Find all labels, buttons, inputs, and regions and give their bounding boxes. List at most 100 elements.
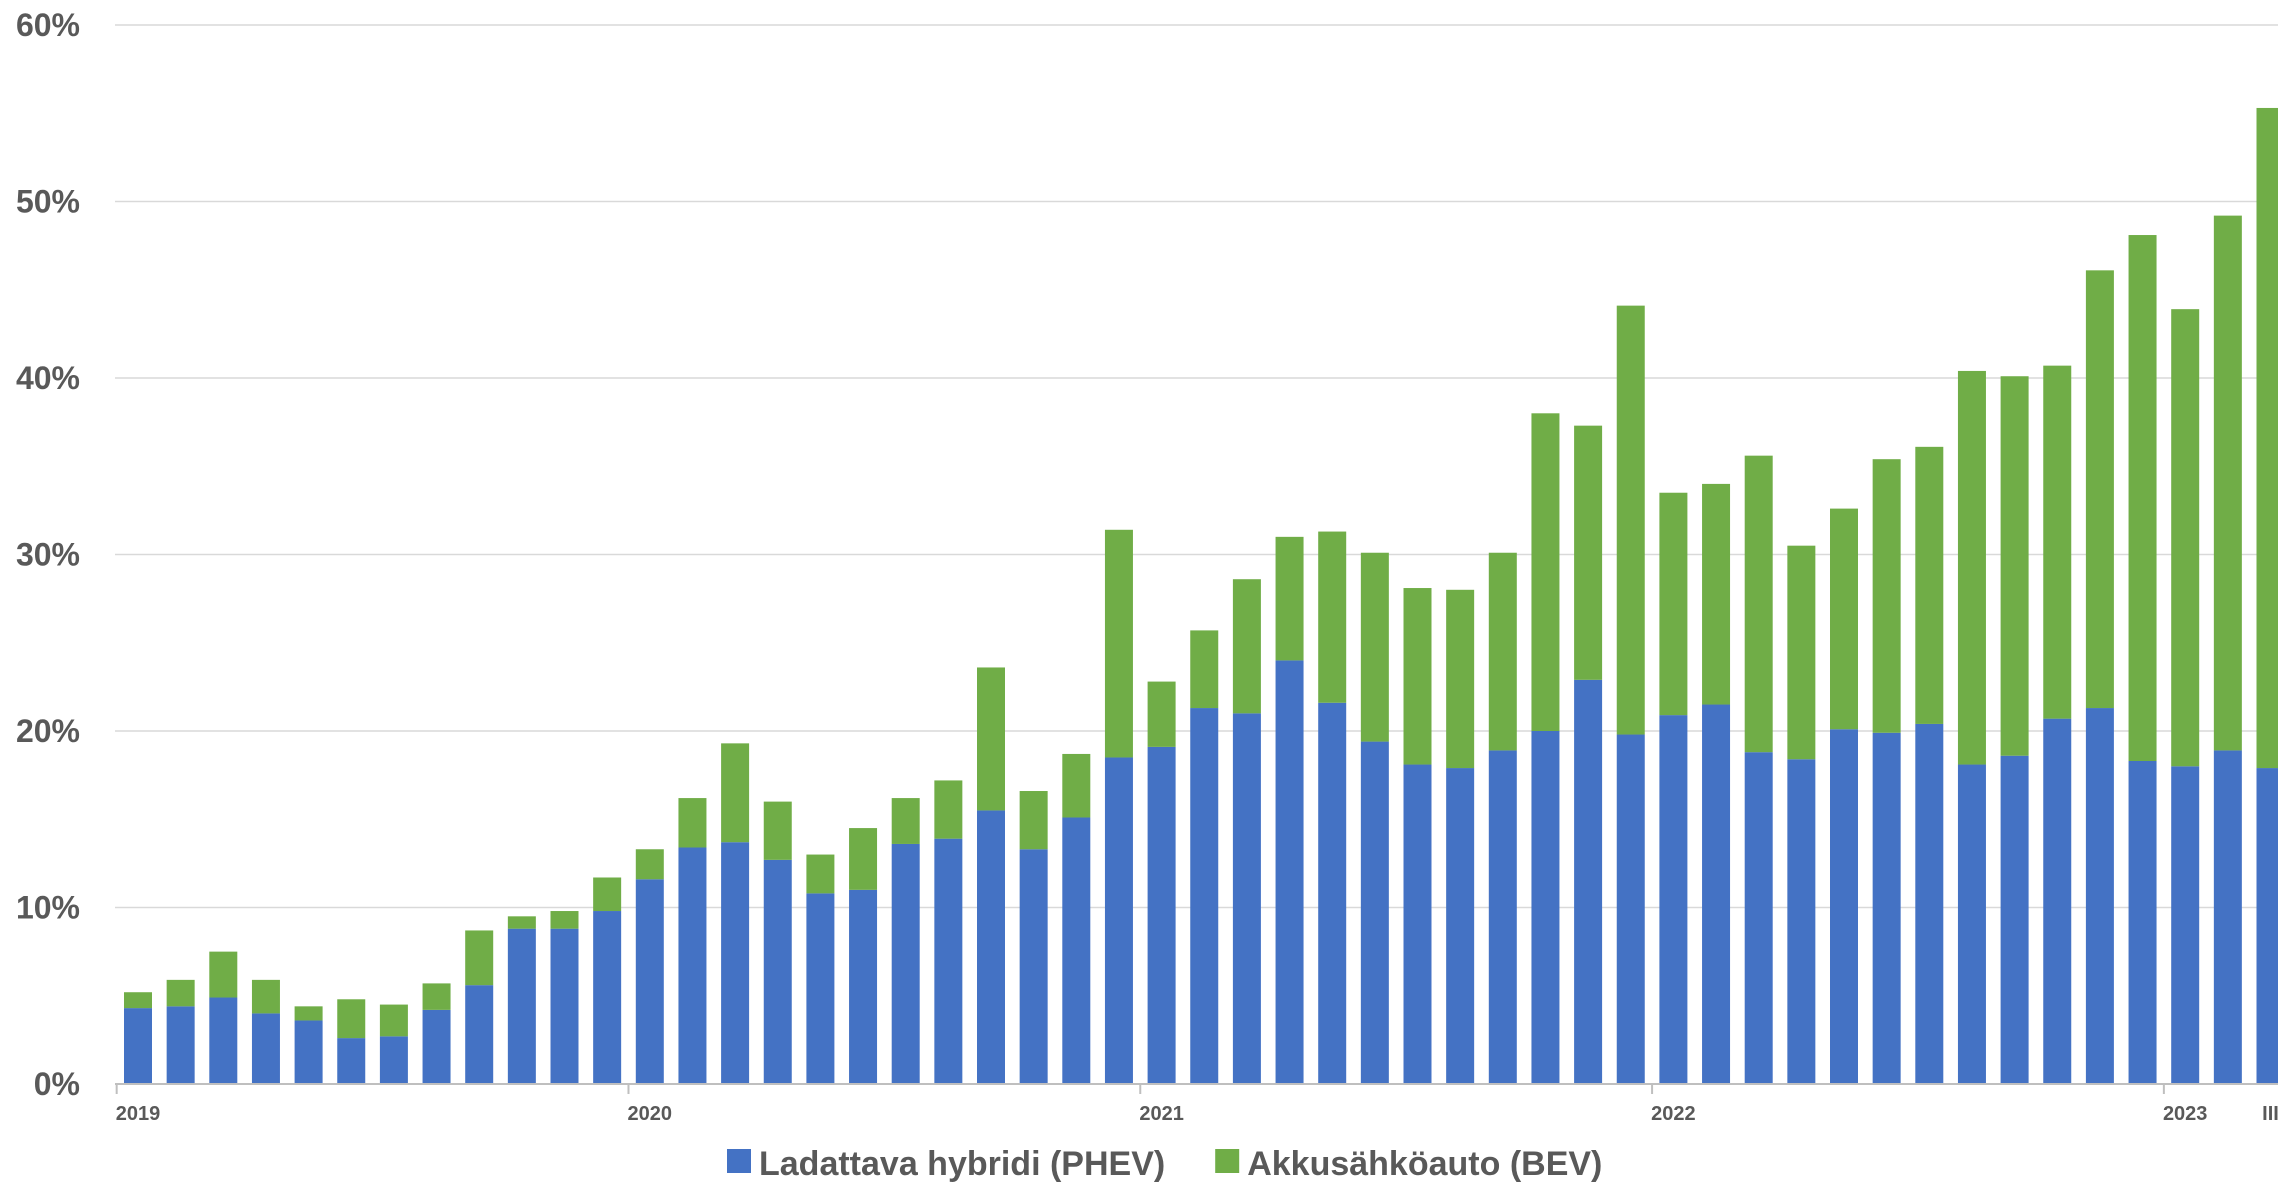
bar-phev: [1744, 752, 1773, 1084]
legend: Ladattava hybridi (PHEV) Akkusähköauto (B…: [727, 1145, 1602, 1183]
bar-phev: [1446, 768, 1475, 1084]
bar-bev: [2128, 235, 2157, 762]
bar-bev: [1019, 791, 1048, 850]
bar-phev: [2085, 708, 2114, 1084]
bar-phev: [1019, 849, 1048, 1084]
bars: [124, 107, 2278, 1084]
bar-bev: [1531, 413, 1560, 731]
bar-bev: [891, 798, 920, 844]
bar-bev: [1062, 753, 1091, 818]
bar-bev: [124, 992, 152, 1009]
legend-swatch: [727, 1149, 751, 1173]
x-axis-tick-labels: 2019 2020 2021 2022 2023 III: [115, 1084, 2278, 1125]
bar-bev: [849, 828, 878, 890]
bar-phev: [2213, 750, 2242, 1084]
bar-phev: [1659, 715, 1688, 1084]
bar-phev: [1574, 679, 1603, 1084]
bar-bev: [1659, 492, 1688, 716]
y-tick-label: 50%: [16, 184, 80, 220]
bar-bev: [1232, 579, 1261, 714]
bar-phev: [977, 810, 1005, 1084]
bar-phev: [1702, 704, 1731, 1084]
bar-phev: [1787, 759, 1816, 1084]
bar-bev: [1147, 681, 1176, 747]
bar-bev: [166, 979, 195, 1007]
bar-phev: [1232, 713, 1261, 1084]
bar-bev: [1275, 536, 1304, 661]
bar-phev: [635, 879, 664, 1084]
bar-phev: [1915, 723, 1944, 1084]
y-tick-label: 10%: [16, 890, 80, 926]
bar-bev: [806, 854, 835, 894]
y-tick-label: 0%: [34, 1066, 80, 1102]
bar-bev: [763, 801, 792, 860]
bar-phev: [2128, 761, 2157, 1084]
bar-bev: [1190, 630, 1219, 709]
bar-bev: [2213, 215, 2242, 751]
bar-phev: [1957, 764, 1986, 1084]
y-axis-tick-labels: 0% 10% 20% 30% 40% 50% 60%: [16, 7, 80, 1102]
bar-bev: [1104, 529, 1133, 758]
bar-bev: [678, 798, 707, 848]
bar-bev: [721, 743, 750, 843]
bar-phev: [1104, 757, 1133, 1084]
bar-phev: [1872, 732, 1901, 1084]
bar-phev: [422, 1009, 451, 1084]
bar-bev: [1957, 370, 1986, 765]
bar-bev: [593, 877, 622, 912]
x-tick-label: 2021: [1139, 1103, 1184, 1125]
bar-phev: [1830, 729, 1858, 1084]
bar-phev: [1190, 708, 1219, 1084]
bar-phev: [550, 928, 579, 1084]
bar-bev: [1488, 552, 1517, 751]
x-tick-label: 2020: [628, 1103, 673, 1125]
legend-label: Akkusähköauto (BEV): [1247, 1145, 1602, 1183]
bar-bev: [635, 849, 664, 880]
bar-bev: [1446, 589, 1475, 769]
bar-bev: [1830, 508, 1858, 730]
bar-bev: [1360, 552, 1389, 742]
bar-bev: [1574, 425, 1603, 680]
y-tick-label: 60%: [16, 7, 80, 43]
bar-bev: [550, 911, 579, 929]
bar-phev: [1616, 734, 1645, 1084]
bar-phev: [2256, 768, 2278, 1084]
bar-phev: [2043, 718, 2072, 1084]
bar-bev: [379, 1004, 408, 1037]
bar-bev: [2171, 309, 2200, 767]
x-tick-label: III: [2262, 1103, 2278, 1125]
bar-phev: [763, 859, 792, 1084]
bar-bev: [294, 1006, 323, 1021]
bar-phev: [934, 838, 963, 1084]
bar-bev: [465, 930, 494, 986]
y-tick-label: 30%: [16, 537, 80, 573]
x-tick-label: 2019: [116, 1103, 161, 1125]
legend-label: Ladattava hybridi (PHEV): [759, 1145, 1165, 1183]
x-tick-label: 2023: [2163, 1103, 2208, 1125]
bar-bev: [1915, 446, 1944, 724]
bar-phev: [1062, 817, 1091, 1084]
legend-swatch: [1215, 1149, 1240, 1173]
bar-bev: [1616, 305, 1645, 735]
bar-phev: [507, 928, 536, 1084]
bar-bev: [2000, 376, 2029, 756]
bar-bev: [337, 999, 366, 1039]
bar-bev: [2043, 365, 2072, 719]
bar-bev: [1872, 459, 1901, 733]
bar-phev: [379, 1036, 408, 1084]
bar-phev: [2000, 755, 2029, 1084]
bar-bev: [1702, 483, 1731, 705]
bar-phev: [806, 893, 835, 1084]
y-tick-label: 40%: [16, 360, 80, 396]
bar-phev: [2171, 766, 2200, 1084]
bar-phev: [1360, 741, 1389, 1084]
bar-bev: [209, 951, 238, 998]
bar-phev: [1403, 764, 1432, 1084]
bar-phev: [849, 889, 878, 1084]
bar-phev: [166, 1006, 195, 1084]
bar-bev: [251, 979, 280, 1014]
bar-bev: [507, 916, 536, 929]
bar-bev: [977, 667, 1005, 811]
bar-bev: [934, 780, 963, 839]
